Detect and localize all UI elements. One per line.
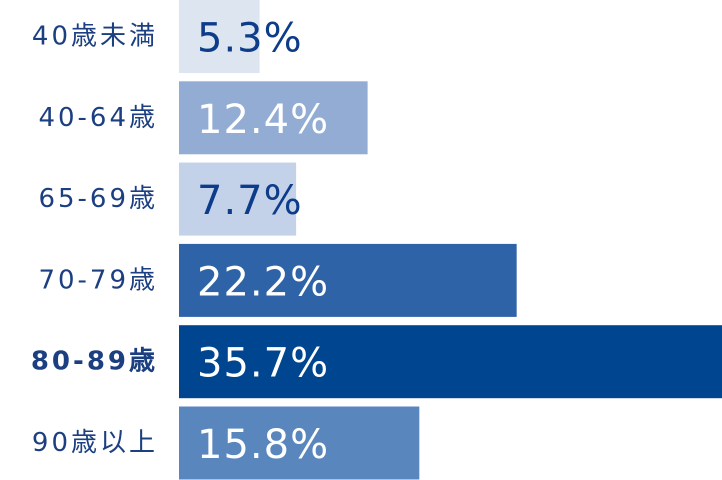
category-label: 65-69歳 [38,184,158,214]
bar [179,243,517,317]
value-label: 5.3% [197,16,303,62]
category-label: 70-79歳 [38,265,158,295]
category-label: 40歳未満 [32,22,158,52]
bar [179,0,260,73]
category-label: 90歳以上 [32,428,158,458]
value-label: 7.7% [197,178,303,224]
category-label: 40-64歳 [38,103,158,133]
value-label: 12.4% [197,97,329,143]
bar [179,406,420,480]
value-label: 35.7% [197,341,329,387]
bar [179,81,368,155]
bar [179,325,722,399]
category-label: 80-89歳 [31,347,158,377]
value-label: 22.2% [197,259,329,305]
value-label: 15.8% [197,422,329,468]
bar [179,162,297,236]
